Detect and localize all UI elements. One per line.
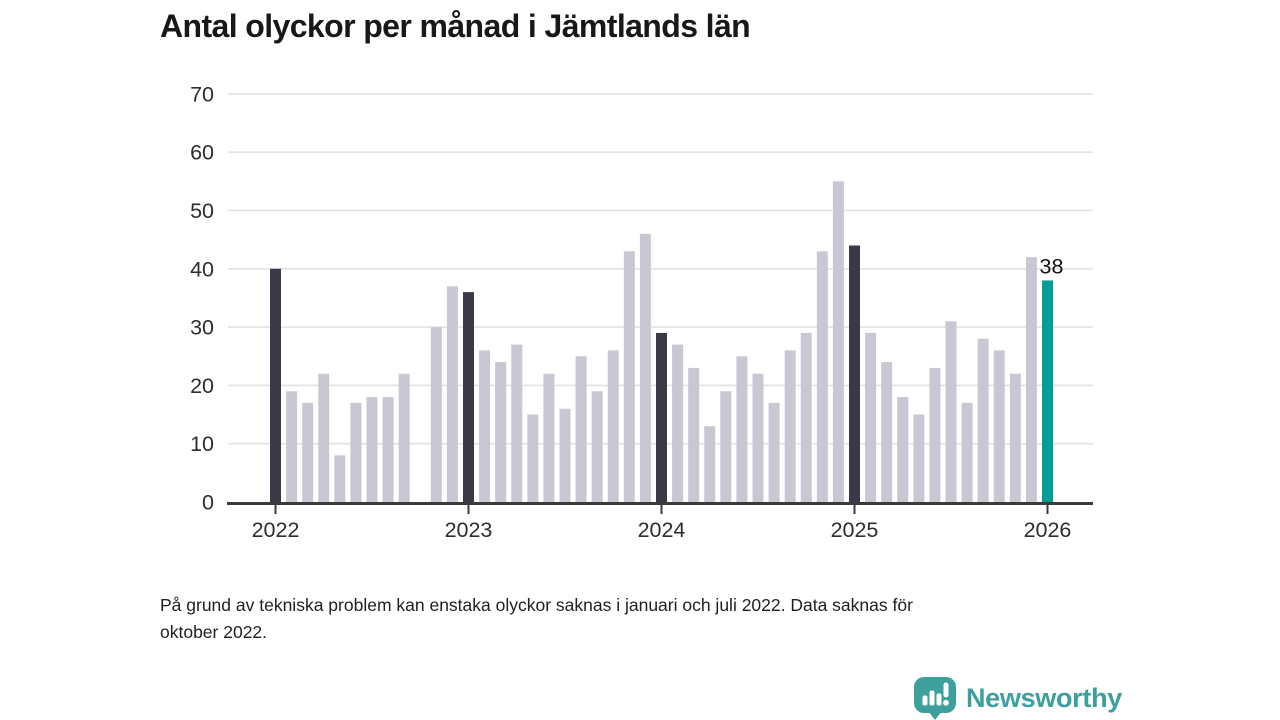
bar — [752, 373, 764, 502]
bar — [591, 391, 603, 502]
y-tick-label: 30 — [190, 316, 214, 340]
bar — [1025, 257, 1037, 502]
bar — [961, 402, 973, 502]
bar — [816, 251, 828, 502]
y-tick-label: 50 — [190, 199, 214, 223]
bar — [993, 350, 1005, 502]
bar-january — [848, 245, 860, 503]
bar — [768, 402, 780, 502]
bar — [881, 362, 893, 502]
bar — [527, 414, 539, 502]
bar — [639, 233, 651, 502]
bar — [286, 391, 298, 502]
bar — [897, 397, 909, 502]
y-tick-label: 10 — [190, 432, 214, 456]
bar — [865, 332, 877, 502]
bar — [479, 350, 491, 502]
bar — [511, 344, 523, 502]
bar — [929, 367, 941, 502]
footnote: På grund av tekniska problem kan enstaka… — [160, 592, 1100, 646]
bar — [430, 327, 442, 502]
bar-highlight — [1041, 280, 1053, 502]
bar — [784, 350, 796, 502]
bar — [366, 397, 378, 502]
bar — [800, 332, 812, 502]
x-tick-label: 2025 — [831, 518, 879, 542]
y-tick-label: 70 — [190, 82, 214, 106]
bar — [318, 373, 330, 502]
footnote-line-2: oktober 2022. — [160, 622, 268, 642]
y-tick-label: 40 — [190, 257, 214, 281]
y-tick-label: 0 — [202, 491, 214, 515]
bar — [607, 350, 619, 502]
x-tick-label: 2022 — [252, 518, 300, 542]
bar — [688, 367, 700, 502]
page-title: Antal olyckor per månad i Jämtlands län — [160, 8, 751, 44]
bar — [977, 338, 989, 502]
bar — [945, 321, 957, 502]
newsworthy-logo-icon — [913, 677, 956, 720]
x-tick-label: 2024 — [638, 518, 686, 542]
bar — [398, 373, 410, 502]
newsworthy-logo-text: Newsworthy — [965, 682, 1122, 713]
bar — [913, 414, 925, 502]
bar — [623, 251, 635, 502]
bar — [559, 408, 571, 502]
bar — [446, 286, 458, 502]
bar-january — [462, 292, 474, 502]
bar — [720, 391, 732, 502]
bar — [832, 181, 844, 502]
bar — [302, 402, 314, 502]
newsworthy-branding: Newsworthy — [913, 676, 1122, 720]
bar — [350, 402, 362, 502]
bar — [382, 397, 394, 502]
y-tick-label: 60 — [190, 141, 214, 165]
bar — [575, 356, 587, 502]
bar-january — [655, 332, 667, 502]
bar — [1009, 373, 1021, 502]
x-tick-label: 2023 — [445, 518, 493, 542]
footnote-line-1: På grund av tekniska problem kan enstaka… — [160, 595, 913, 615]
bar — [495, 362, 507, 502]
bar — [736, 356, 748, 502]
bar — [334, 455, 346, 502]
x-tick-label: 2026 — [1024, 518, 1072, 542]
y-tick-label: 20 — [190, 374, 214, 398]
bar — [543, 373, 555, 502]
bar — [672, 344, 684, 502]
bar-january — [270, 268, 281, 502]
value-label: 38 — [1040, 254, 1064, 278]
bar — [704, 426, 716, 502]
